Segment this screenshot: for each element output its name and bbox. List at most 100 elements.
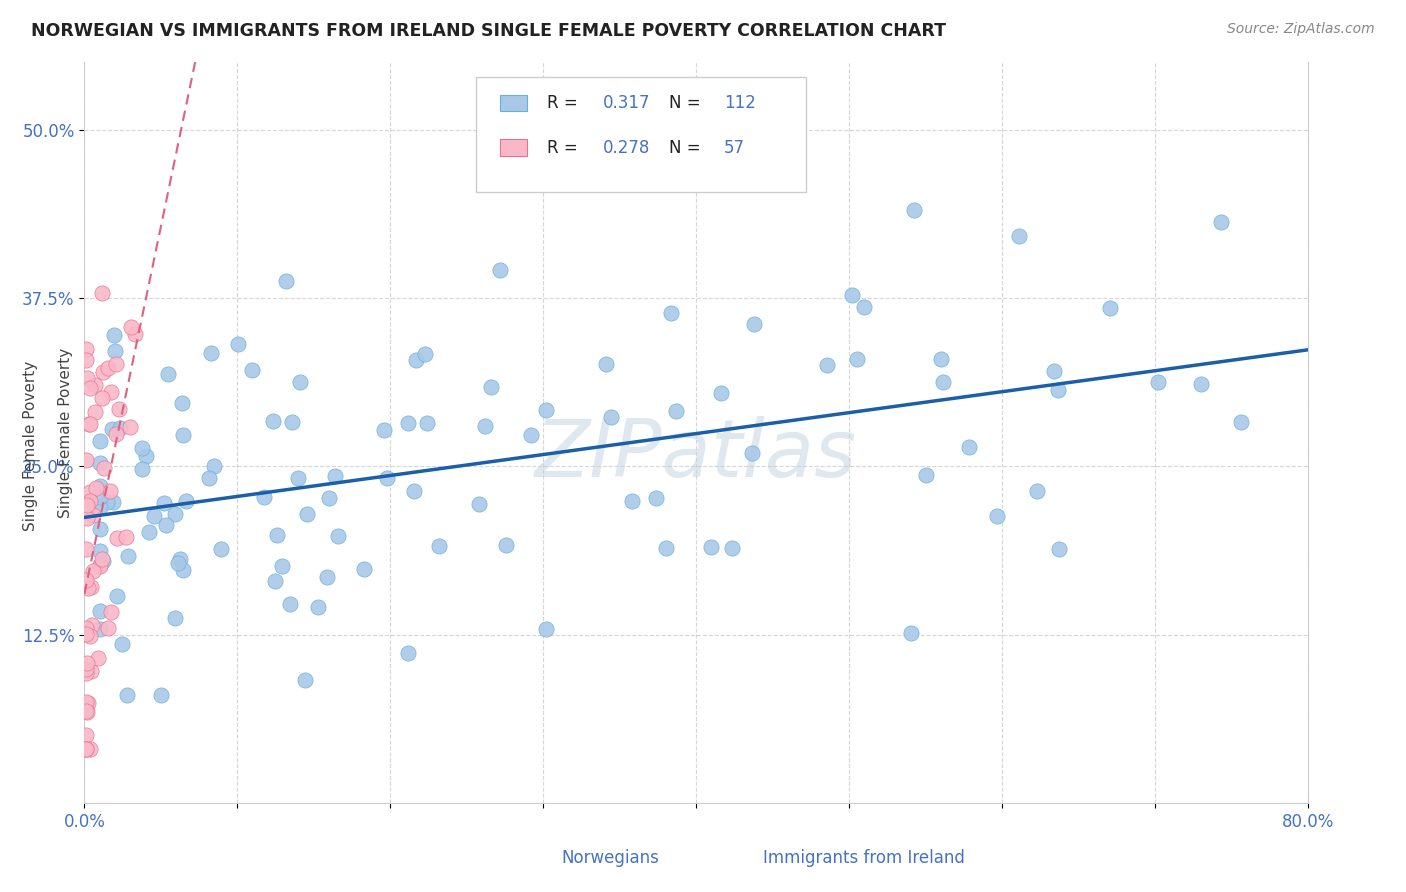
Point xyxy=(82,508,104,523)
Point xyxy=(76,705,98,719)
Point xyxy=(117,549,139,563)
Point xyxy=(108,401,131,416)
Point xyxy=(75,704,97,718)
Point xyxy=(89,434,111,448)
Point xyxy=(79,494,101,508)
Point xyxy=(853,300,876,314)
Text: 57: 57 xyxy=(724,138,745,157)
Point xyxy=(131,461,153,475)
FancyBboxPatch shape xyxy=(501,139,527,156)
Text: 112: 112 xyxy=(724,95,756,112)
Point xyxy=(710,386,733,401)
Text: Single Female Poverty: Single Female Poverty xyxy=(24,361,38,531)
Point xyxy=(89,490,111,504)
Point xyxy=(167,557,190,571)
Point xyxy=(316,570,339,584)
Point xyxy=(96,494,118,508)
Point xyxy=(77,582,100,596)
Point xyxy=(124,326,146,341)
FancyBboxPatch shape xyxy=(475,78,806,192)
Point xyxy=(79,381,101,395)
Point xyxy=(115,530,138,544)
Point xyxy=(1230,415,1253,429)
Point xyxy=(138,525,160,540)
Point xyxy=(1209,214,1232,228)
Point xyxy=(266,528,288,542)
Point xyxy=(986,509,1008,524)
Point xyxy=(76,498,98,512)
Point xyxy=(77,417,100,431)
Text: NORWEGIAN VS IMMIGRANTS FROM IRELAND SINGLE FEMALE POVERTY CORRELATION CHART: NORWEGIAN VS IMMIGRANTS FROM IRELAND SIN… xyxy=(31,22,946,40)
Point xyxy=(172,563,194,577)
Point xyxy=(534,622,557,636)
Point xyxy=(104,344,127,359)
Point xyxy=(396,646,419,660)
Point xyxy=(152,496,174,510)
Point xyxy=(1099,301,1122,315)
Point xyxy=(427,539,450,553)
Point xyxy=(155,518,177,533)
Point xyxy=(75,541,97,556)
Point xyxy=(91,551,114,566)
Text: N =: N = xyxy=(669,138,706,157)
Point xyxy=(150,688,173,702)
Point xyxy=(1146,375,1168,389)
Point xyxy=(75,573,97,587)
FancyBboxPatch shape xyxy=(513,848,547,870)
Point xyxy=(84,378,107,392)
Y-axis label: Single Female Poverty: Single Female Poverty xyxy=(58,348,73,517)
Point xyxy=(402,483,425,498)
Point xyxy=(75,695,97,709)
Point xyxy=(105,531,128,545)
Point xyxy=(76,371,98,385)
Point xyxy=(373,423,395,437)
Point xyxy=(519,427,541,442)
Point xyxy=(103,327,125,342)
Point xyxy=(176,494,198,508)
Point xyxy=(287,470,309,484)
Point xyxy=(82,564,104,578)
Point xyxy=(89,478,111,492)
Point xyxy=(721,541,744,556)
Point xyxy=(932,375,955,389)
Point xyxy=(280,416,302,430)
Point xyxy=(172,428,194,442)
Point xyxy=(264,574,287,588)
Point xyxy=(659,306,682,320)
Point xyxy=(93,365,115,379)
Point xyxy=(105,357,128,371)
Point xyxy=(595,357,617,371)
Point xyxy=(97,621,120,635)
Point xyxy=(108,421,131,435)
Point xyxy=(396,416,419,430)
Point xyxy=(198,471,221,485)
Point xyxy=(270,558,292,573)
Text: Norwegians: Norwegians xyxy=(561,849,659,867)
Point xyxy=(741,446,763,460)
Point xyxy=(318,491,340,505)
Point xyxy=(479,380,502,394)
Point xyxy=(841,288,863,302)
Point xyxy=(326,528,349,542)
Point xyxy=(353,561,375,575)
Point xyxy=(83,405,105,419)
Point xyxy=(415,347,437,361)
Point xyxy=(375,471,398,485)
Point xyxy=(276,274,298,288)
Point xyxy=(253,490,276,504)
Point xyxy=(665,404,688,418)
Point xyxy=(75,742,97,756)
Point xyxy=(80,580,103,594)
Point xyxy=(89,558,111,573)
Point xyxy=(1042,363,1064,377)
Point xyxy=(105,589,128,603)
Point xyxy=(100,605,122,619)
Point xyxy=(474,419,496,434)
Point xyxy=(900,626,922,640)
Point xyxy=(89,522,111,536)
Point xyxy=(89,500,111,514)
Point xyxy=(644,491,666,506)
Point xyxy=(89,558,111,573)
Point xyxy=(468,497,491,511)
Point xyxy=(957,440,980,454)
